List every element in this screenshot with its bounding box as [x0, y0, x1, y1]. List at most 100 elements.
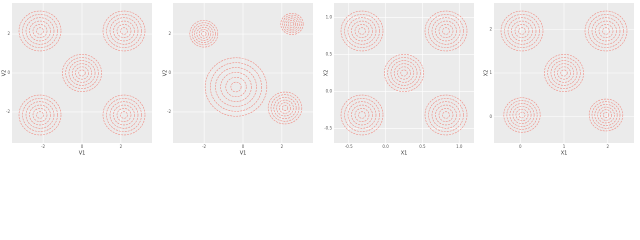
- contour-line: [109, 17, 139, 45]
- x-tick-label: 0.0: [382, 144, 389, 149]
- contour-line: [594, 104, 618, 126]
- contour-line: [553, 63, 575, 83]
- contour-line: [196, 26, 212, 41]
- y-tick-label: 2: [7, 31, 10, 36]
- contour-line: [120, 111, 128, 119]
- contour-line: [270, 94, 300, 122]
- contour-line: [431, 17, 461, 45]
- contour-line: [515, 108, 529, 122]
- contour-line: [340, 94, 384, 136]
- contour-line: [424, 94, 468, 136]
- contour-line: [358, 27, 366, 35]
- contour-line: [514, 24, 530, 38]
- contour-line: [284, 16, 300, 32]
- x-tick-label: 0.5: [419, 144, 426, 149]
- y-tick-label: 0: [489, 114, 492, 119]
- contour-line: [225, 76, 247, 98]
- contour-line: [547, 57, 581, 89]
- contour-line: [116, 108, 132, 122]
- contour-line: [511, 20, 533, 42]
- contour-line: [22, 98, 58, 132]
- contour-line: [431, 101, 461, 129]
- contour-line: [544, 54, 584, 92]
- contour-line: [62, 54, 102, 92]
- contour-line: [78, 69, 86, 77]
- y-tick-label: 1: [489, 70, 492, 75]
- y-tick-label: 0: [7, 70, 10, 75]
- x-axis-title: V1: [79, 151, 86, 157]
- y-tick-label: -2: [6, 109, 10, 114]
- contour-line: [390, 60, 418, 86]
- contour-line: [588, 98, 624, 132]
- y-tick-label: -2: [167, 109, 171, 114]
- y-axis-title: X2: [324, 70, 330, 77]
- contour-line: [65, 57, 99, 89]
- contour-line: [557, 66, 571, 80]
- contour-line: [22, 14, 58, 48]
- contour-line: [340, 10, 384, 52]
- contour-line: [397, 66, 411, 80]
- contour-line: [201, 31, 207, 37]
- x-tick-label: 2: [120, 144, 123, 149]
- contour-line: [597, 106, 615, 124]
- y-tick-label: 0.0: [326, 88, 333, 93]
- y-tick-label: 1.0: [326, 15, 333, 20]
- contour-line: [109, 101, 139, 129]
- contour-line: [120, 27, 128, 35]
- contour-line: [267, 91, 303, 125]
- contour-line: [220, 72, 252, 102]
- contour-line: [194, 24, 214, 43]
- panel: -2 0 2 -2 0 2 V1 V2: [2, 3, 152, 157]
- y-tick-label: 2: [168, 31, 171, 36]
- contour-line: [113, 20, 135, 42]
- contour-line: [506, 100, 538, 130]
- x-axis-title: X1: [401, 151, 408, 157]
- contour-line: [29, 104, 51, 126]
- contour-line: [591, 17, 621, 45]
- y-tick-label: 0: [168, 70, 171, 75]
- contour-line: [280, 13, 304, 35]
- contour-line: [71, 63, 93, 83]
- y-axis-title: V2: [163, 70, 169, 77]
- contour-line: [351, 20, 373, 42]
- contour-line: [230, 81, 242, 93]
- contour-line: [509, 103, 535, 127]
- contour-line: [384, 54, 424, 92]
- contour-line: [276, 99, 294, 117]
- x-tick-label: 0: [519, 144, 522, 149]
- contour-line: [25, 17, 55, 45]
- y-axis-title: V2: [2, 70, 8, 77]
- contour-line: [588, 14, 624, 48]
- contour-line: [18, 10, 62, 52]
- contour-line: [347, 17, 377, 45]
- contour-line: [344, 14, 380, 48]
- contour-line: [500, 10, 544, 52]
- y-tick-label: 0.5: [326, 52, 333, 57]
- contour-line: [503, 97, 541, 133]
- panel: -0.5 0.0 0.5 1.0 -0.5 0.0 0.5 1.0 X1 X2: [324, 3, 474, 157]
- x-tick-label: 0: [81, 144, 84, 149]
- x-tick-label: -2: [41, 144, 45, 149]
- contour-line: [387, 57, 421, 89]
- contour-line: [281, 105, 289, 111]
- contour-line: [560, 69, 568, 77]
- contour-line: [591, 101, 621, 129]
- contour-line: [347, 101, 377, 129]
- contour-line: [198, 29, 209, 39]
- contour-line: [512, 106, 532, 124]
- contour-line: [32, 24, 48, 38]
- contour-line: [113, 104, 135, 126]
- contour-line: [106, 14, 142, 48]
- y-tick-label: -0.5: [324, 125, 332, 130]
- contour-line: [518, 111, 526, 119]
- contour-line: [442, 27, 450, 35]
- contour-line: [358, 111, 366, 119]
- y-axis-title: X2: [484, 70, 490, 77]
- x-tick-label: -2: [202, 144, 206, 149]
- contour-line: [424, 10, 468, 52]
- x-tick-label: 1: [563, 144, 566, 149]
- contour-line: [36, 27, 44, 35]
- x-tick-label: 1.0: [456, 144, 463, 149]
- contour-line: [191, 22, 216, 46]
